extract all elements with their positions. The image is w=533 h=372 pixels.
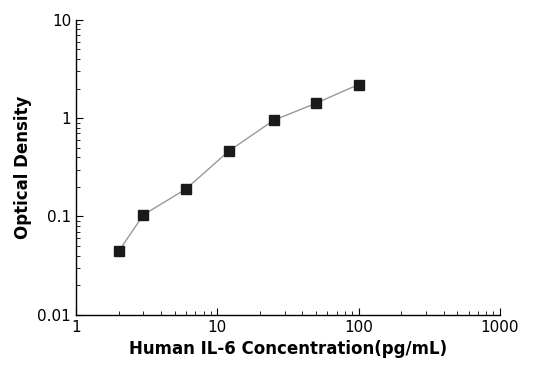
X-axis label: Human IL-6 Concentration(pg/mL): Human IL-6 Concentration(pg/mL)	[129, 340, 447, 358]
Y-axis label: Optical Density: Optical Density	[14, 96, 32, 239]
